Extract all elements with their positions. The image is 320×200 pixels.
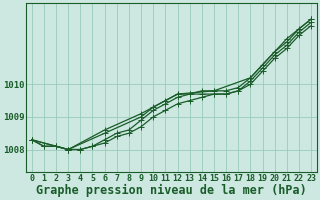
X-axis label: Graphe pression niveau de la mer (hPa): Graphe pression niveau de la mer (hPa) (36, 184, 307, 197)
